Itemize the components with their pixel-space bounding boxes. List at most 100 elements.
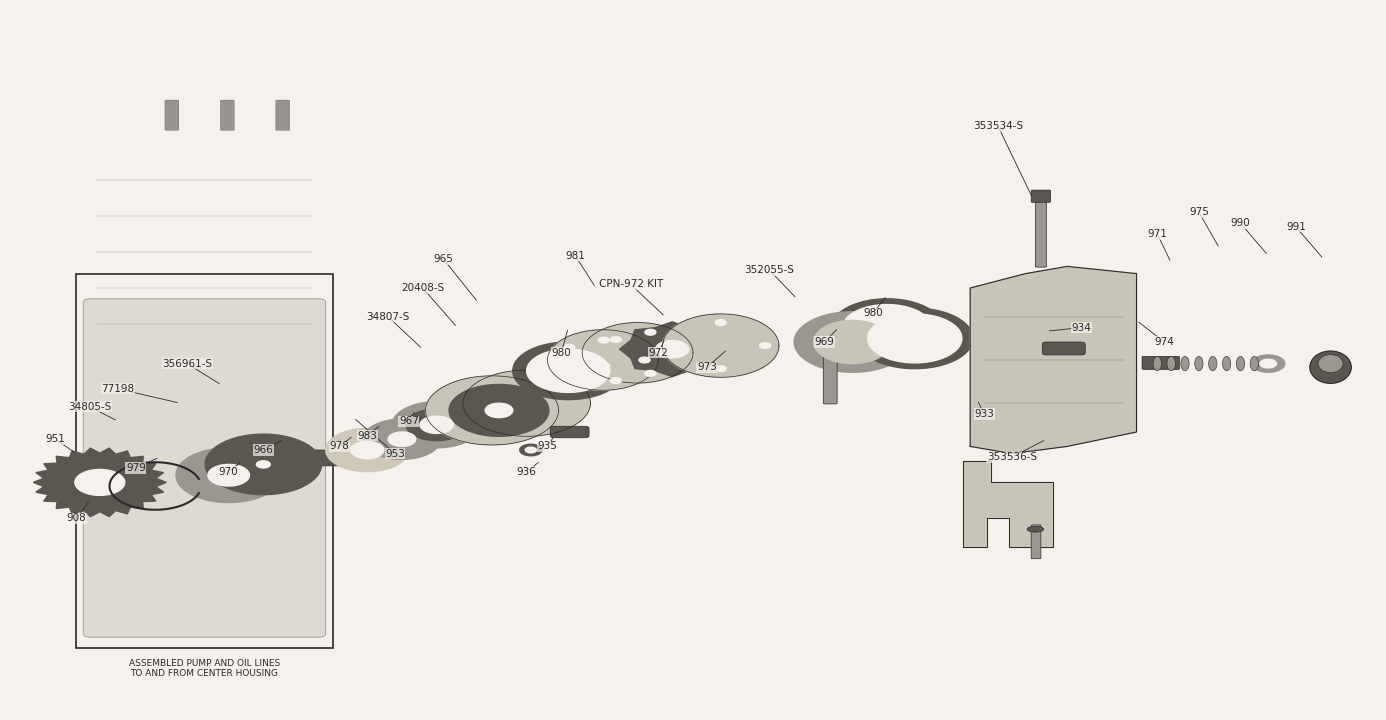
Text: 990: 990 [1231,218,1250,228]
Polygon shape [715,320,726,325]
Text: 973: 973 [697,362,717,372]
Polygon shape [674,350,685,356]
Polygon shape [205,434,322,495]
Text: 970: 970 [219,467,238,477]
Polygon shape [671,343,682,348]
Polygon shape [868,314,962,363]
Ellipse shape [1250,356,1258,371]
Polygon shape [564,370,575,376]
Text: 356961-S: 356961-S [162,359,212,369]
Text: 975: 975 [1189,207,1209,217]
Polygon shape [363,419,441,459]
Ellipse shape [1209,356,1217,371]
Polygon shape [970,266,1137,454]
FancyBboxPatch shape [1042,342,1085,355]
Text: 972: 972 [649,348,668,358]
Text: 967: 967 [399,416,419,426]
Text: 353534-S: 353534-S [973,121,1023,131]
Ellipse shape [1167,356,1175,371]
Text: ASSEMBLED PUMP AND OIL LINES
TO AND FROM CENTER HOUSING: ASSEMBLED PUMP AND OIL LINES TO AND FROM… [129,659,280,678]
Polygon shape [351,441,384,459]
FancyBboxPatch shape [83,299,326,637]
Text: 969: 969 [815,337,834,347]
Text: 20408-S: 20408-S [401,283,445,293]
Ellipse shape [1318,355,1343,373]
Polygon shape [326,428,409,472]
Polygon shape [639,357,650,363]
Text: 935: 935 [538,441,557,451]
Polygon shape [760,343,771,348]
Text: 981: 981 [565,251,585,261]
Polygon shape [794,312,911,372]
Ellipse shape [1027,526,1044,532]
Text: 974: 974 [1155,337,1174,347]
Polygon shape [845,338,859,346]
Text: 951: 951 [46,434,65,444]
Polygon shape [620,322,725,377]
Text: 965: 965 [434,254,453,264]
Polygon shape [644,329,656,335]
Polygon shape [485,403,513,418]
FancyBboxPatch shape [1035,197,1046,267]
Polygon shape [1252,355,1285,372]
Polygon shape [599,363,610,369]
Polygon shape [963,461,1053,547]
Polygon shape [527,349,610,392]
Polygon shape [582,323,693,383]
FancyBboxPatch shape [823,345,837,404]
Text: 908: 908 [67,513,86,523]
Ellipse shape [1236,356,1245,371]
Polygon shape [449,384,549,436]
Text: 934: 934 [1071,323,1091,333]
Text: 966: 966 [254,445,273,455]
Polygon shape [843,305,931,351]
Polygon shape [392,402,481,448]
Text: 978: 978 [330,441,349,451]
Polygon shape [599,337,610,343]
Text: CPN-972 KIT: CPN-972 KIT [599,279,663,289]
Text: 991: 991 [1286,222,1306,232]
Text: 77198: 77198 [101,384,134,394]
Ellipse shape [1310,351,1351,383]
Polygon shape [513,342,624,400]
Ellipse shape [1181,356,1189,371]
FancyBboxPatch shape [165,100,179,130]
Polygon shape [610,378,621,384]
Polygon shape [656,341,689,358]
Polygon shape [520,444,542,456]
FancyBboxPatch shape [1031,525,1041,559]
Polygon shape [857,308,973,369]
FancyBboxPatch shape [1142,356,1179,369]
Polygon shape [463,370,590,436]
Text: 352055-S: 352055-S [744,265,794,275]
Text: 34807-S: 34807-S [366,312,410,322]
Polygon shape [420,416,453,433]
Polygon shape [832,299,942,356]
FancyBboxPatch shape [276,100,290,130]
Polygon shape [814,320,891,364]
Text: 34805-S: 34805-S [68,402,112,412]
FancyBboxPatch shape [220,100,234,130]
Text: 353536-S: 353536-S [987,452,1037,462]
Polygon shape [388,432,416,446]
Polygon shape [426,376,559,445]
Polygon shape [644,371,656,377]
Text: 980: 980 [552,348,571,358]
Text: 979: 979 [126,463,146,473]
Text: 983: 983 [358,431,377,441]
Text: 971: 971 [1148,229,1167,239]
FancyBboxPatch shape [254,450,363,466]
Text: 953: 953 [385,449,405,459]
Polygon shape [610,336,621,342]
Ellipse shape [1222,356,1231,371]
FancyBboxPatch shape [550,426,589,438]
Polygon shape [423,418,450,432]
Text: 936: 936 [517,467,536,477]
Polygon shape [33,448,166,517]
Polygon shape [547,330,658,390]
FancyBboxPatch shape [1031,190,1051,202]
Polygon shape [663,314,779,377]
Ellipse shape [1153,356,1161,371]
Polygon shape [525,447,536,453]
Polygon shape [406,409,467,441]
